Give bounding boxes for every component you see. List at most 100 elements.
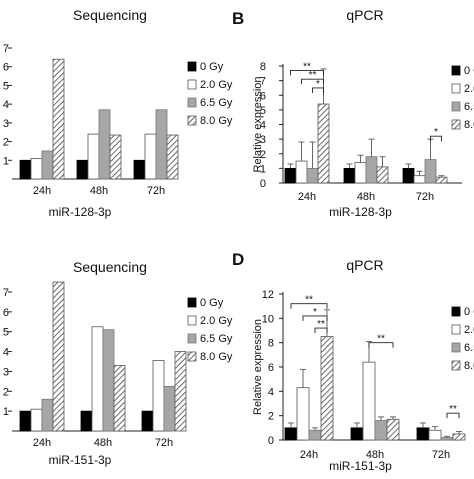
legend-swatch (451, 324, 461, 335)
bar (52, 58, 65, 180)
y-tick-label: 12 (262, 289, 274, 301)
legend-label: 8.0 Gy (464, 360, 474, 372)
y-tick-label: 4 (3, 99, 9, 111)
significance-bracket (446, 412, 460, 419)
significance-label: * (313, 307, 317, 318)
legend-label: 0 Gy (464, 65, 474, 77)
bar (52, 281, 65, 432)
bar (41, 398, 54, 432)
y-tick-label: 2 (260, 149, 266, 161)
y-tick-label: 7 (3, 287, 9, 299)
legend-label: 0 Gy (200, 297, 224, 309)
x-tick-label: 72h (155, 437, 173, 449)
y-tick-label: 1 (260, 163, 266, 175)
bar (440, 437, 454, 441)
x-axis-label: miR-128-3p (49, 205, 112, 219)
legend-swatch (451, 360, 461, 371)
x-axis-label: miR-151-3p (49, 453, 112, 467)
legend-label: 0 Gy (464, 306, 474, 318)
legend-label: 0 Gy (200, 61, 224, 73)
y-tick-label: 3 (3, 118, 9, 130)
y-tick-label: 8 (260, 61, 266, 73)
significance-label: ** (309, 70, 317, 81)
y-tick-label: 6 (260, 90, 266, 102)
x-tick-label: 72h (147, 185, 165, 197)
y-tick-label: 4 (268, 386, 274, 398)
x-tick-label: 24h (33, 185, 51, 197)
legend-swatch (187, 97, 197, 108)
bar (155, 109, 168, 180)
chart-title: qPCR (346, 7, 383, 23)
x-tick-label: 48h (94, 437, 112, 449)
bar (376, 166, 389, 184)
x-tick-label: 48h (357, 191, 375, 203)
y-tick-label: 5 (3, 327, 9, 339)
significance-label: * (434, 127, 438, 138)
legend-label: 6.5 Gy (200, 333, 233, 345)
y-tick-label: 6 (3, 307, 9, 319)
legend-swatch (187, 61, 197, 72)
bar (98, 109, 111, 180)
bar (416, 427, 430, 441)
legend-label: 6.5 Gy (464, 101, 474, 113)
x-axis-label: miR-151-3p (329, 459, 392, 473)
bar (113, 365, 126, 432)
panel-letter: B (232, 9, 244, 28)
legend-label: 8.0 Gy (464, 119, 474, 131)
bar (41, 150, 54, 180)
legend-swatch (451, 342, 461, 353)
significance-label: ** (377, 334, 385, 345)
y-tick-label: 7 (260, 76, 266, 88)
significance-label: ** (305, 295, 313, 306)
x-tick-label: 72h (432, 449, 450, 461)
x-tick-label: 24h (298, 191, 316, 203)
significance-bracket (312, 87, 324, 93)
legend-swatch (187, 115, 197, 126)
significance-bracket (290, 69, 324, 76)
significance-bracket (368, 342, 394, 348)
bar (30, 408, 43, 432)
legend-label: 8.0 Gy (200, 115, 233, 127)
bar (354, 162, 367, 184)
x-axis-label: miR-128-3p (329, 205, 392, 219)
bar (284, 167, 297, 184)
legend-swatch (187, 315, 197, 326)
significance-label: ** (303, 61, 311, 72)
bar (362, 361, 376, 441)
bar (80, 410, 93, 432)
significance-bracket (430, 135, 442, 142)
legend-swatch (187, 333, 197, 344)
bar (452, 433, 466, 441)
bar (435, 176, 448, 184)
x-tick-label: 24h (300, 449, 318, 461)
y-tick-label: 7 (3, 43, 9, 55)
bar (295, 160, 308, 184)
bar (87, 133, 100, 180)
legend-swatch (451, 101, 461, 112)
bar (174, 351, 187, 432)
x-tick-label: 48h (90, 185, 108, 197)
significance-bracket (290, 303, 328, 309)
y-axis-label: Relative expression (252, 77, 264, 173)
y-tick-label: 6 (268, 362, 274, 374)
significance-label: ** (449, 404, 457, 415)
bar (317, 103, 330, 184)
significance-label: ** (317, 319, 325, 330)
x-tick-label: 48h (366, 449, 384, 461)
bar (306, 167, 319, 184)
bar (109, 134, 122, 180)
bar (308, 429, 322, 441)
y-tick-label: 4 (260, 120, 266, 132)
legend-label: 6.5 Gy (200, 97, 233, 109)
y-tick-label: 4 (3, 347, 9, 359)
y-tick-label: 8 (268, 338, 274, 350)
x-tick-label: 24h (33, 437, 51, 449)
chart-title: Sequencing (73, 259, 147, 275)
x-tick-label: 72h (416, 191, 434, 203)
bar (424, 159, 437, 184)
bar (163, 385, 176, 432)
bar (152, 360, 165, 432)
y-tick-label: 2 (3, 137, 9, 149)
bar (413, 175, 426, 184)
